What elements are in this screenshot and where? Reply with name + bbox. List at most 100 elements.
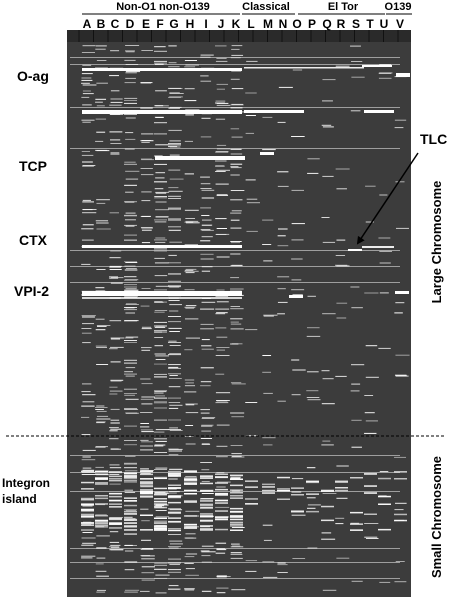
band: [124, 509, 137, 511]
band: [154, 376, 167, 378]
band: [169, 353, 181, 354]
band: [168, 273, 181, 275]
band: [262, 116, 273, 118]
band: [168, 367, 181, 369]
band: [154, 520, 167, 522]
band: [169, 543, 183, 545]
band: [124, 569, 135, 571]
integron-band: [215, 473, 228, 475]
band: [95, 329, 106, 331]
band: [185, 218, 196, 219]
region-label-integron: Integron: [2, 476, 50, 490]
band: [230, 190, 245, 191]
band: [335, 255, 346, 256]
integron-band: [95, 519, 108, 522]
band: [245, 329, 258, 331]
band: [216, 349, 226, 351]
band: [201, 301, 216, 303]
band: [82, 209, 93, 211]
integron-band: [215, 493, 228, 496]
integron-band: [168, 508, 181, 510]
band: [200, 550, 210, 552]
band: [154, 390, 167, 392]
band: [230, 553, 243, 555]
band: [124, 533, 137, 535]
integron-band: [154, 526, 167, 528]
region-label-island: island: [2, 492, 37, 506]
integron-band: [109, 499, 122, 502]
band: [154, 564, 167, 566]
band: [378, 77, 392, 79]
band: [140, 449, 154, 451]
band: [109, 541, 120, 543]
integron-band: [230, 478, 243, 480]
band: [291, 289, 305, 291]
band: [154, 431, 165, 433]
band: [350, 390, 360, 392]
side-label-large-chromosome: Large Chromosome: [429, 181, 444, 304]
band: [201, 545, 214, 547]
band: [169, 509, 183, 511]
spanning-band: [70, 282, 400, 283]
band: [395, 561, 405, 562]
integron-band: [378, 477, 391, 480]
band: [141, 566, 156, 568]
band: [168, 218, 181, 220]
band: [184, 318, 199, 320]
band: [125, 45, 140, 46]
band: [96, 60, 107, 61]
band: [141, 159, 155, 161]
band: [82, 165, 94, 167]
integron-band: [154, 506, 167, 509]
band: [125, 262, 138, 263]
band: [185, 109, 200, 111]
band: [185, 404, 195, 406]
band: [125, 336, 139, 338]
band: [277, 228, 288, 230]
band: [394, 509, 404, 511]
band: [184, 88, 195, 90]
band: [169, 430, 183, 431]
spanning-band: [70, 148, 400, 149]
spanning-band: [70, 250, 400, 251]
band: [263, 392, 273, 394]
integron-band: [200, 500, 213, 502]
band: [307, 371, 319, 373]
band: [200, 438, 213, 439]
band: [231, 543, 240, 545]
band: [246, 230, 258, 232]
band: [110, 90, 120, 92]
band: [82, 467, 92, 469]
band: [169, 427, 179, 429]
band: [168, 492, 177, 494]
integron-band: [321, 519, 334, 522]
band: [184, 269, 194, 271]
integron-band: [215, 492, 228, 495]
band: [155, 216, 169, 218]
band: [110, 419, 120, 421]
band: [82, 84, 97, 86]
band: [322, 79, 336, 81]
lane-letter: D: [126, 17, 135, 31]
band: [201, 551, 216, 553]
band: [140, 158, 152, 160]
band: [125, 312, 136, 314]
band: [154, 325, 167, 327]
band: [230, 557, 243, 559]
band: [110, 361, 121, 363]
band: [124, 161, 136, 163]
band: [124, 50, 135, 52]
integron-band: [200, 504, 213, 507]
band: [216, 83, 229, 85]
integron-band: [109, 503, 122, 505]
band: [110, 338, 121, 340]
integron-band: [95, 503, 108, 505]
lane-letter: B: [97, 17, 106, 31]
band: [245, 92, 257, 94]
integron-band: [124, 500, 137, 502]
band: [168, 208, 181, 210]
band: [277, 564, 288, 566]
band: [140, 227, 153, 228]
integron-band: [168, 511, 181, 514]
band: [185, 268, 197, 270]
